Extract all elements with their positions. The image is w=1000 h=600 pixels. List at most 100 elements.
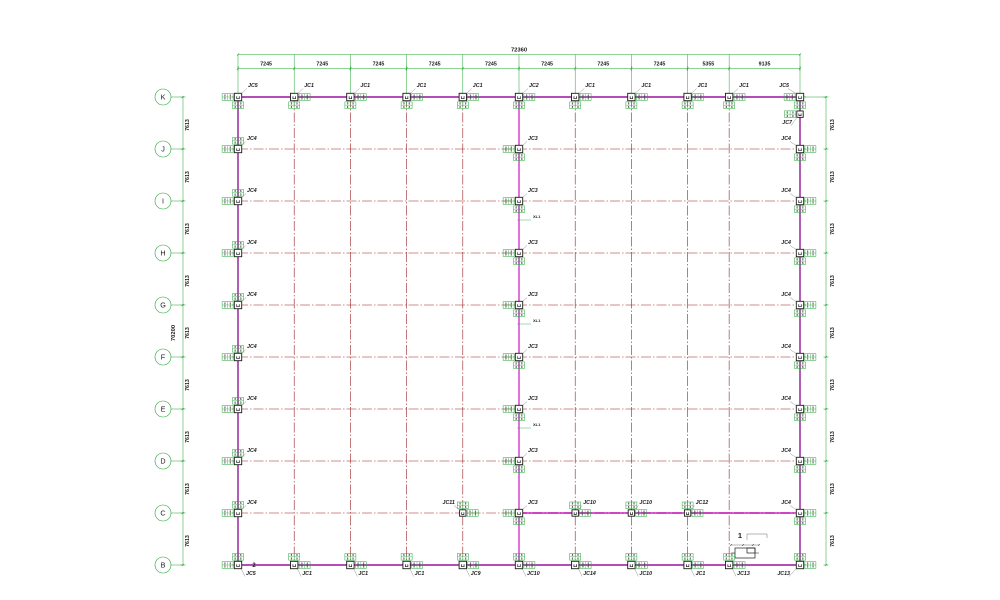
svg-text:8: 8 (812, 201, 814, 205)
svg-text:8: 8 (235, 192, 237, 196)
svg-text:7245: 7245 (597, 62, 609, 68)
svg-text:JC10: JC10 (639, 500, 652, 506)
svg-text:8: 8 (726, 105, 728, 109)
svg-text:8: 8 (230, 357, 232, 361)
svg-text:7613: 7613 (830, 379, 836, 391)
svg-text:8: 8 (459, 105, 461, 109)
svg-text:8: 8 (224, 305, 226, 309)
svg-text:JC3: JC3 (528, 136, 538, 142)
svg-text:JC1: JC1 (358, 571, 368, 577)
svg-text:72360: 72360 (511, 48, 527, 54)
svg-text:G: G (160, 300, 166, 309)
svg-text:JC4: JC4 (781, 188, 791, 194)
svg-text:JC4: JC4 (781, 500, 791, 506)
svg-text:8: 8 (347, 105, 349, 109)
svg-text:8: 8 (684, 105, 686, 109)
svg-text:7245: 7245 (373, 62, 385, 68)
svg-text:E: E (161, 404, 166, 413)
svg-text:8: 8 (230, 461, 232, 465)
svg-text:8: 8 (812, 149, 814, 153)
svg-text:8: 8 (230, 305, 232, 309)
svg-text:8: 8 (802, 105, 804, 109)
svg-text:8: 8 (465, 105, 467, 109)
svg-text:8: 8 (352, 105, 354, 109)
svg-text:2: 2 (252, 563, 256, 569)
svg-text:8: 8 (511, 461, 513, 465)
svg-text:8: 8 (577, 105, 579, 109)
svg-text:7245: 7245 (541, 62, 553, 68)
svg-text:8: 8 (230, 253, 232, 257)
svg-text:8: 8 (511, 305, 513, 309)
svg-text:JC1: JC1 (415, 571, 425, 577)
svg-text:8: 8 (403, 105, 405, 109)
svg-text:JC13: JC13 (777, 571, 790, 577)
svg-text:8: 8 (230, 149, 232, 153)
svg-text:8: 8 (572, 105, 574, 109)
svg-text:7613: 7613 (830, 223, 836, 235)
svg-text:8: 8 (633, 105, 635, 109)
svg-text:7613: 7613 (830, 119, 836, 131)
svg-text:8: 8 (521, 105, 523, 109)
svg-text:JC3: JC3 (528, 292, 538, 298)
svg-text:8: 8 (230, 409, 232, 413)
svg-text:JC10: JC10 (639, 571, 652, 577)
svg-text:8: 8 (787, 114, 789, 118)
svg-text:8: 8 (731, 105, 733, 109)
svg-text:JC4: JC4 (247, 188, 257, 194)
svg-text:JC3: JC3 (528, 344, 538, 350)
svg-text:8: 8 (224, 409, 226, 413)
svg-text:JC10: JC10 (527, 571, 540, 577)
svg-text:8: 8 (291, 105, 293, 109)
svg-text:7245: 7245 (485, 62, 497, 68)
svg-text:JC3: JC3 (528, 188, 538, 194)
svg-text:7613: 7613 (830, 327, 836, 339)
svg-text:7613: 7613 (830, 431, 836, 443)
svg-text:7613: 7613 (185, 431, 191, 443)
svg-text:8: 8 (516, 105, 518, 109)
svg-text:8: 8 (797, 105, 799, 109)
svg-text:JC4: JC4 (781, 344, 791, 350)
svg-text:7613: 7613 (185, 223, 191, 235)
svg-text:XL1: XL1 (533, 318, 541, 323)
svg-text:H: H (160, 248, 165, 257)
svg-text:8: 8 (807, 461, 809, 465)
svg-text:JC1: JC1 (473, 83, 483, 89)
svg-text:8: 8 (224, 201, 226, 205)
svg-text:8: 8 (807, 201, 809, 205)
svg-text:JC2: JC2 (529, 83, 539, 89)
svg-text:I: I (162, 196, 164, 205)
svg-text:JC4: JC4 (781, 292, 791, 298)
svg-text:JC5: JC5 (779, 83, 790, 89)
svg-text:8: 8 (409, 105, 411, 109)
svg-text:8: 8 (240, 105, 242, 109)
svg-text:K: K (161, 92, 166, 101)
svg-text:8: 8 (224, 357, 226, 361)
svg-text:7613: 7613 (830, 275, 836, 287)
svg-text:JC12: JC12 (696, 500, 709, 506)
svg-text:JC3: JC3 (528, 396, 538, 402)
svg-text:JC4: JC4 (247, 500, 257, 506)
svg-text:JC4: JC4 (247, 292, 257, 298)
svg-text:8: 8 (812, 253, 814, 257)
svg-text:8: 8 (812, 357, 814, 361)
svg-text:F: F (161, 352, 166, 361)
svg-text:JC5: JC5 (248, 83, 259, 89)
svg-text:8: 8 (224, 253, 226, 257)
svg-text:JC1: JC1 (696, 571, 706, 577)
svg-text:JC5: JC5 (246, 571, 257, 577)
svg-text:JC9: JC9 (471, 571, 481, 577)
svg-text:8: 8 (235, 244, 237, 248)
svg-text:D: D (160, 456, 165, 465)
svg-text:8: 8 (511, 149, 513, 153)
svg-text:8: 8 (511, 357, 513, 361)
svg-text:8: 8 (628, 105, 630, 109)
svg-text:8: 8 (296, 105, 298, 109)
svg-text:8: 8 (224, 461, 226, 465)
svg-text:8: 8 (511, 201, 513, 205)
svg-text:XL1: XL1 (533, 422, 541, 427)
svg-text:8: 8 (516, 521, 518, 525)
svg-text:C: C (160, 508, 165, 517)
svg-text:JC3: JC3 (528, 448, 538, 454)
svg-text:JC1: JC1 (302, 571, 312, 577)
svg-text:JC1: JC1 (360, 83, 370, 89)
